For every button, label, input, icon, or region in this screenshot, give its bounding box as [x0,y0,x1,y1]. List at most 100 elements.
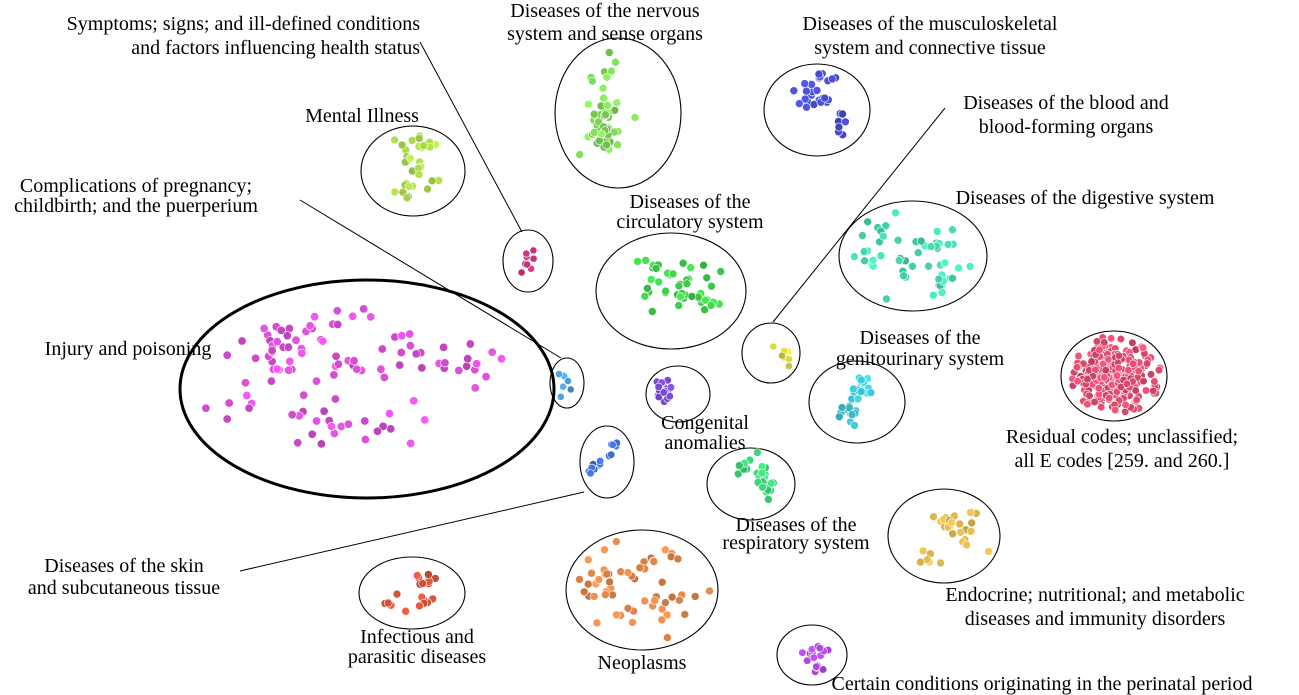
residual-point [1083,400,1092,409]
injury-point [326,421,336,431]
perinatal-point [798,648,807,657]
injury-point [395,360,405,370]
endocrine-point [948,529,958,539]
nervous-point [598,83,608,93]
injury-point [487,347,497,357]
neoplasms-point [608,590,617,600]
mental-point [407,136,417,145]
injury-point [272,364,282,374]
mental-cluster-points [390,131,444,203]
respiratory-point [733,469,743,479]
musculoskeletal-label: Diseases of the musculoskeletal system an… [803,13,1058,59]
symptoms-point [523,260,531,269]
neoplasms-point [600,545,609,555]
nervous-point [584,99,593,109]
residual-point [1073,377,1082,386]
injury-point [343,419,353,429]
genitourinary-point [866,388,876,397]
circulatory-label: Diseases of the circulatory system [616,191,764,233]
residual-label-line: Residual codes; unclassified; [1006,426,1238,448]
respiratory-point [764,495,773,504]
digestive-point [954,263,963,273]
perinatal-label: Certain conditions originating in the pe… [831,673,1252,695]
nervous-cluster-outline [554,37,682,189]
injury-point [276,325,286,335]
injury-point [470,383,480,393]
cluster-points [201,48,1165,676]
residual-point [1114,351,1124,360]
injury-point [384,409,394,419]
nervous-point [601,110,610,119]
musculoskeletal-point [834,122,844,132]
residual-point [1090,397,1099,407]
mental-point [402,193,412,203]
perinatal-point [818,665,828,674]
injury-point [251,353,261,363]
neoplasms-point [680,610,690,619]
residual-point [1146,370,1156,379]
injury-point [352,364,362,374]
endocrine-cluster-outline [887,488,1001,584]
injury-point [222,350,232,360]
blood-point [778,351,786,360]
neoplasms-point [602,569,612,579]
injury-point [496,354,506,364]
residual-point [1122,379,1131,388]
injury-point [462,361,472,371]
neoplasms-point [579,587,589,597]
injury-point [439,342,449,352]
musculoskeletal-point [789,86,799,95]
nervous-point [575,150,585,159]
mental-point [404,182,414,191]
neoplasms-point [635,563,645,573]
injury-point [242,390,252,400]
nervous-point [599,93,608,103]
injury-point [406,438,416,448]
digestive-point [940,258,950,268]
genitourinary-point [847,410,857,419]
residual-point [1100,338,1109,347]
injury-point [244,403,254,413]
digestive-point [858,231,867,240]
digestive-point [926,242,936,251]
injury-point [372,426,382,436]
infectious-point [418,579,428,588]
endocrine-label-line: diseases and immunity disorders [965,608,1226,630]
residual-label-line: all E codes [259. and 260.] [1015,450,1230,472]
injury-label: Injury and poisoning [45,338,212,360]
injury-point [311,376,321,386]
residual-point [1107,334,1116,343]
injury-point [333,359,343,369]
endocrine-point [955,519,965,529]
injury-point [259,323,269,333]
digestive-point [859,247,869,256]
injury-point [386,424,396,434]
residual-point [1124,366,1133,375]
endocrine-point [962,540,971,550]
residual-point [1094,384,1103,393]
digestive-point [876,251,886,260]
perinatal-point [809,653,819,662]
endocrine-point [929,512,938,522]
nervous-point [607,66,616,76]
infectious-point [392,589,402,599]
injury-point [417,363,427,373]
nervous-label: Diseases of the nervous system and sense … [507,0,703,45]
injury-label-line: Injury and poisoning [45,338,212,360]
neoplasms-point [650,596,660,605]
neoplasms-point [589,592,599,601]
genitourinary-point [837,403,847,412]
residual-point [1095,345,1104,354]
digestive-point [928,290,938,300]
cluster-labels: Symptoms; signs; and ill-defined conditi… [14,0,1252,695]
neoplasms-point [705,586,714,596]
mental-point [390,187,400,197]
injury-point [481,372,491,382]
injury-point [266,376,276,386]
circulatory-point [700,295,710,305]
musculoskeletal-label-line: Diseases of the musculoskeletal [803,13,1058,35]
digestive-point [863,217,873,227]
respiratory-point [734,461,744,470]
pregnancy-point [566,385,575,394]
genitourinary-label: Diseases of the genitourinary system [836,327,1005,370]
